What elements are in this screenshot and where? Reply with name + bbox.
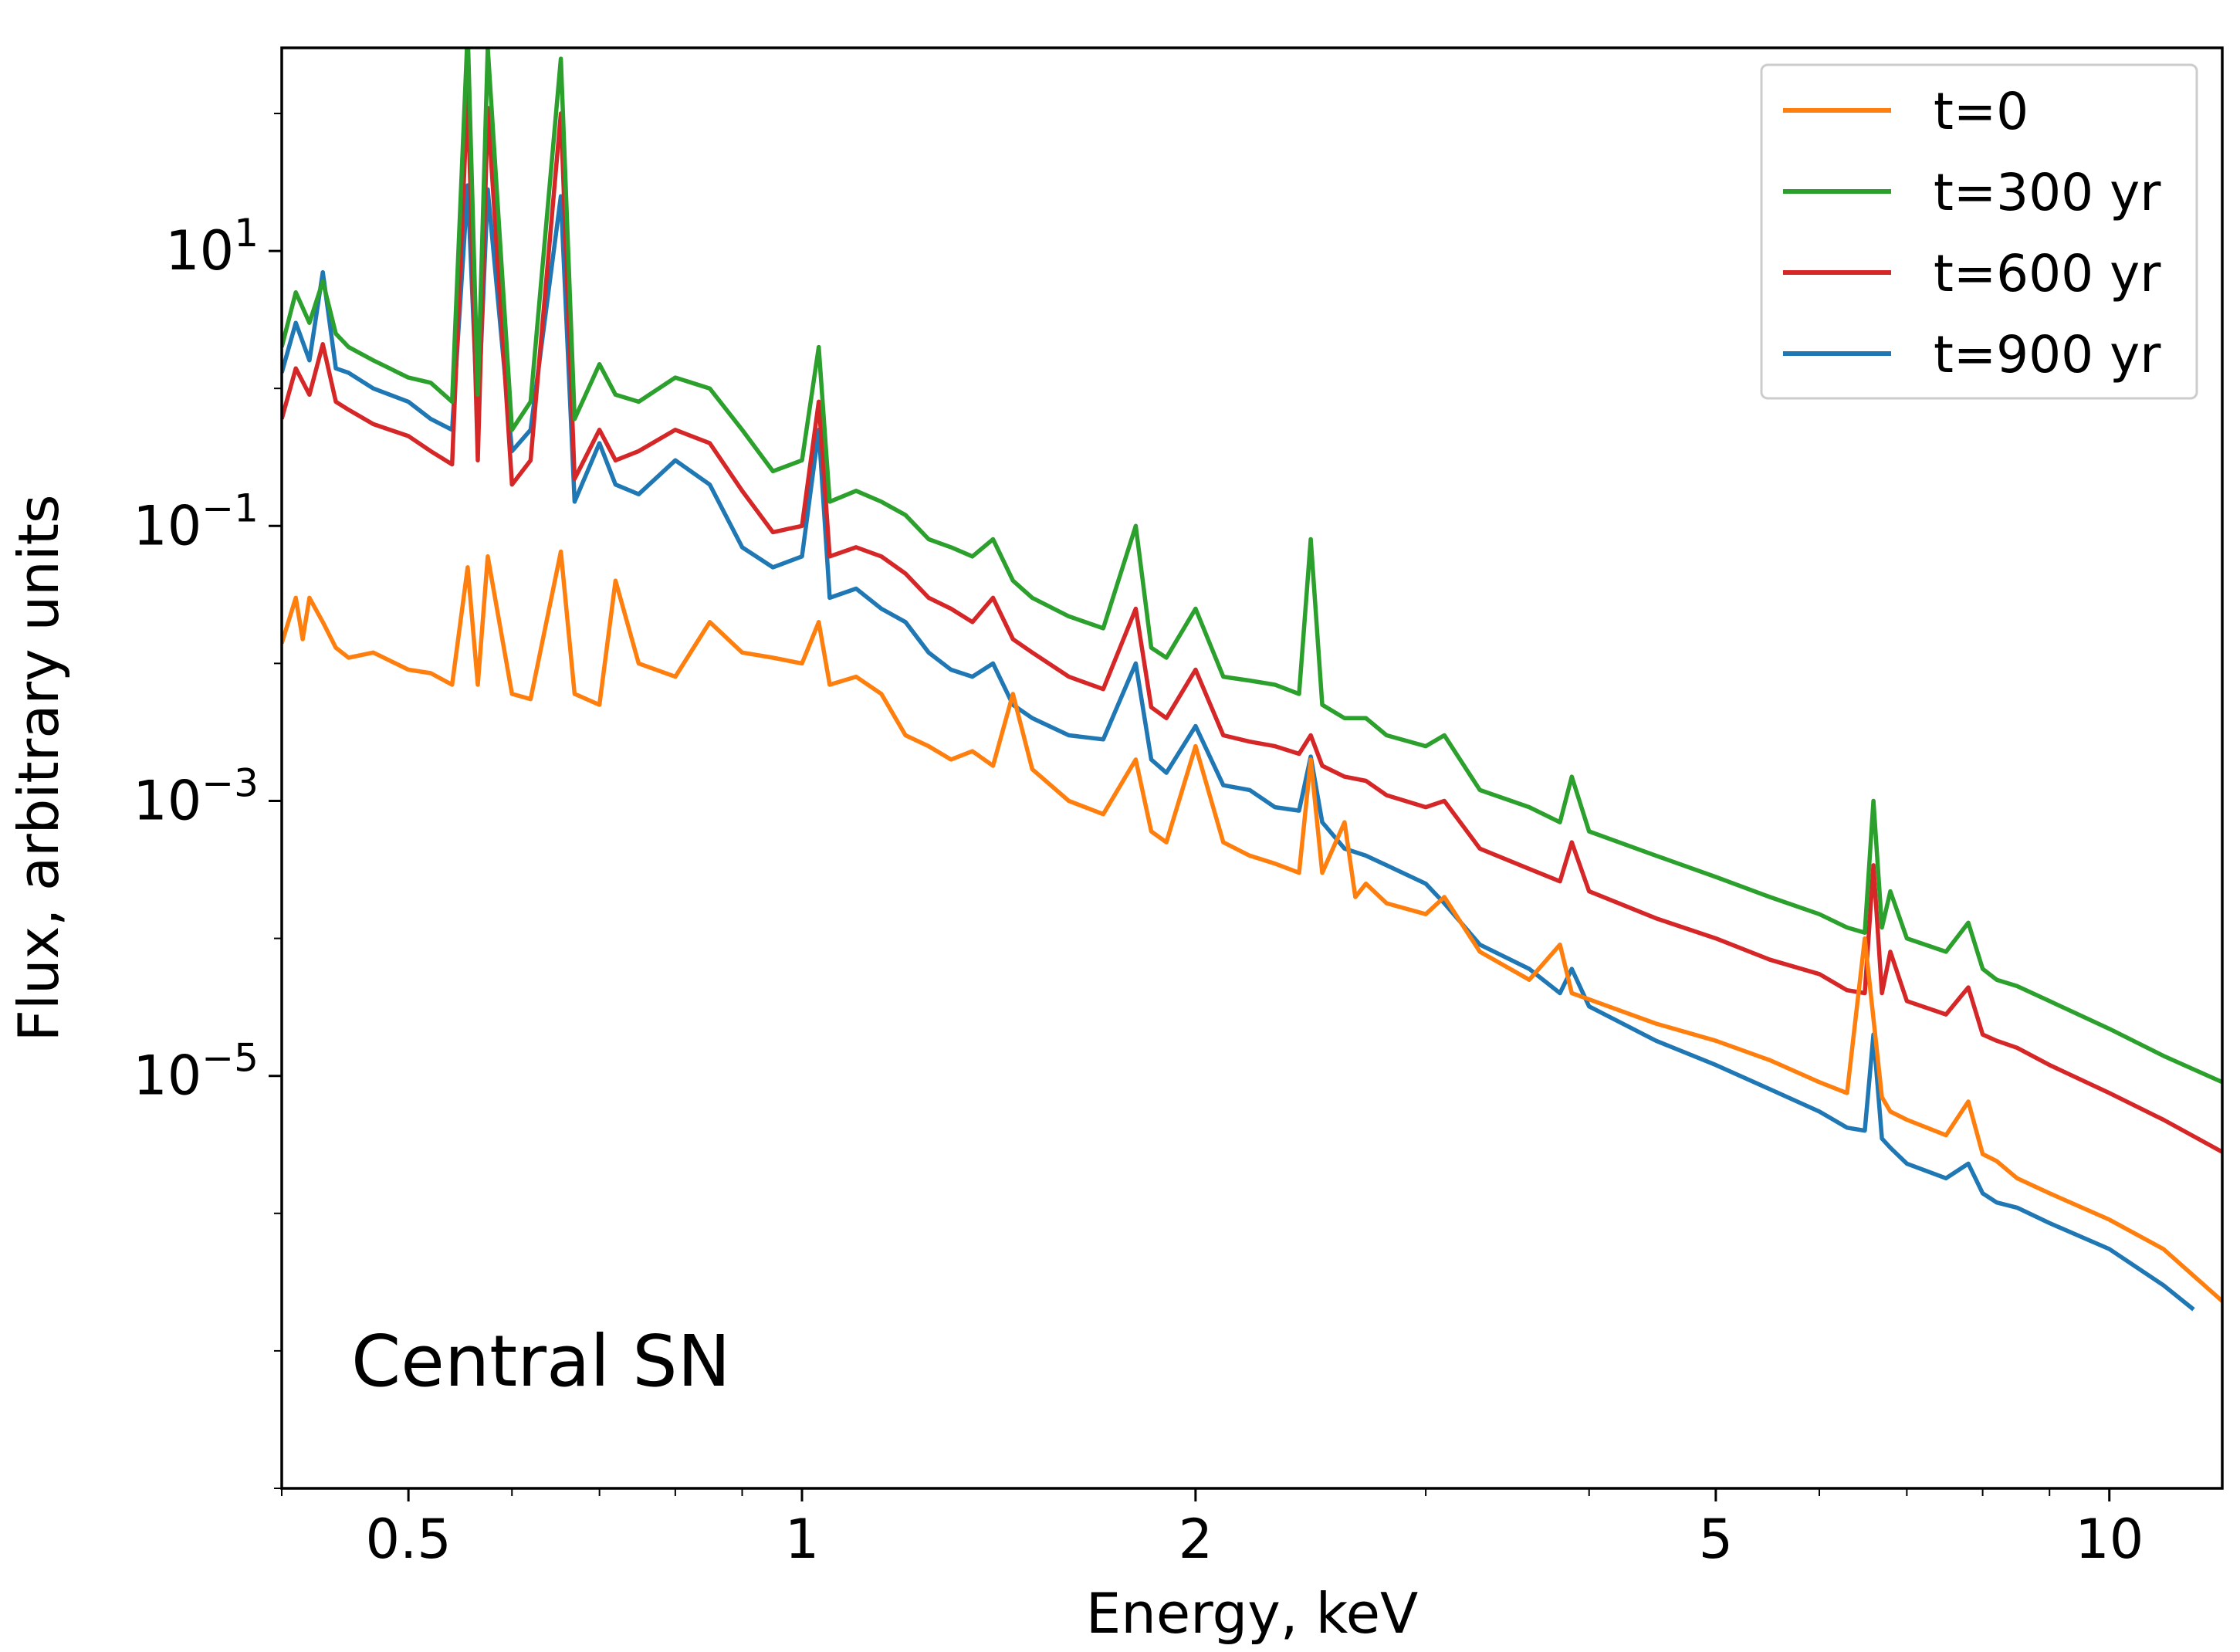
legend-label: t=300 yr: [1934, 163, 2161, 222]
series-layer: [282, 48, 2222, 1312]
x-tick-label: 5: [1699, 1508, 1734, 1571]
legend-label: t=600 yr: [1934, 244, 2161, 303]
x-tick-label: 0.5: [365, 1508, 451, 1571]
y-tick-label: 10−3: [133, 760, 259, 832]
y-tick-label: 10−1: [133, 486, 259, 557]
legend-box: [1760, 63, 2198, 400]
legend: t=0 t=300 yr t=600 yr t=900 yr: [1760, 63, 2198, 400]
x-axis-ticks: 0.5 1 2 5 10: [281, 1488, 2144, 1571]
legend-label: t=900 yr: [1934, 325, 2161, 384]
series-line-t-300-yr: [282, 48, 2222, 1085]
y-axis-label: Flux, arbitrary units: [6, 495, 71, 1042]
plot-frame: [280, 46, 2224, 1490]
x-axis-label: Energy, keV: [1086, 1581, 1419, 1646]
y-tick-label: 101: [165, 211, 259, 283]
y-tick-label: 10−5: [133, 1036, 259, 1108]
legend-label: t=0: [1934, 82, 2029, 141]
x-tick-label: 10: [2075, 1508, 2144, 1571]
x-tick-label: 2: [1179, 1508, 1213, 1571]
series-line-t-0: [282, 549, 2222, 1303]
y-axis-ticks: 101 10−1 10−3 10−5: [133, 112, 282, 1489]
annotation-label: Central SN: [351, 1320, 730, 1403]
x-tick-label: 1: [785, 1508, 820, 1571]
